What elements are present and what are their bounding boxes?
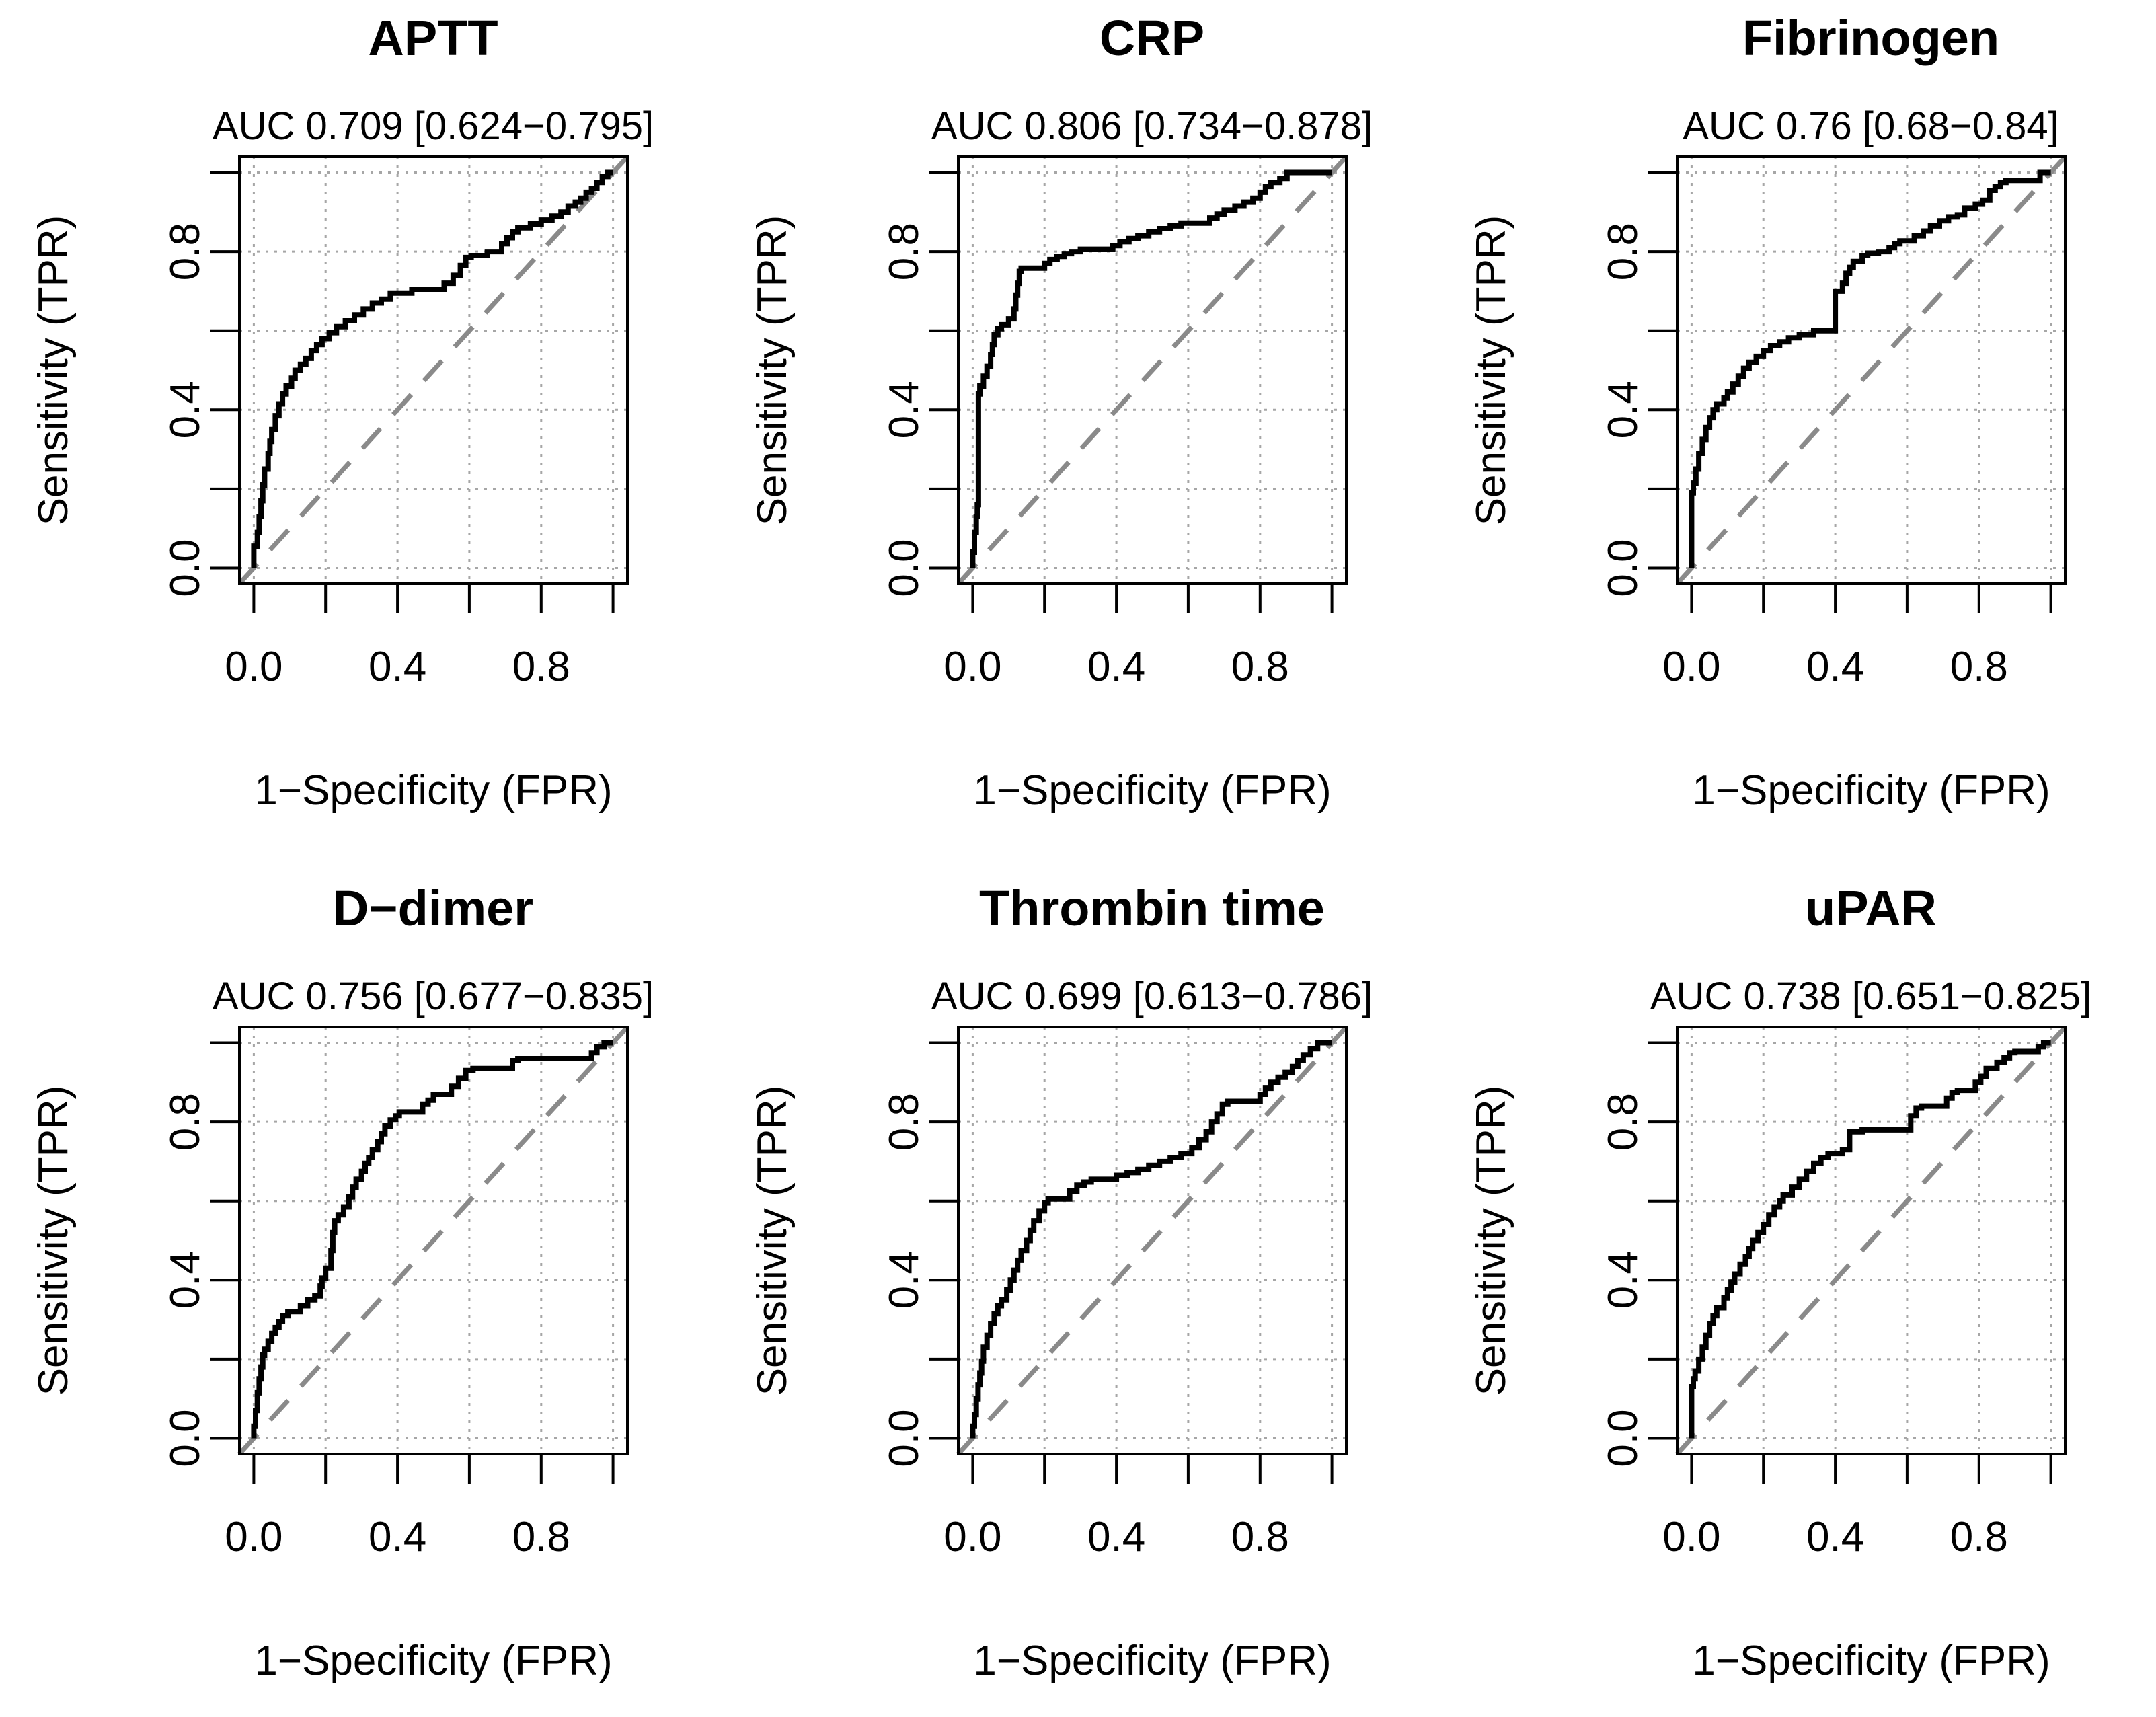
y-tick-label: 0.8: [162, 1093, 208, 1151]
y-axis-label: Sensitivity (TPR): [1468, 1085, 1514, 1396]
y-tick-label: 0.0: [881, 1409, 927, 1467]
roc-panel-crp: 0.0 0.0 0.4 0.4 0.8 0.8 1−Specificity (FPR) Sen…: [719, 0, 1438, 847]
x-axis-label: 1−Specificity (FPR): [254, 1638, 612, 1684]
y-tick-label: 0.8: [1600, 1093, 1646, 1151]
y-tick-label: 0.8: [881, 223, 927, 280]
auc-annotation: AUC 0.76 [0.68−0.84]: [1683, 104, 2059, 148]
panel-title: D−dimer: [332, 880, 534, 936]
x-tick-label: 0.4: [369, 644, 426, 690]
panel-inner: 0.0 0.0 0.4 0.4 0.8 0.8 1−Specificity (FPR) Sen…: [719, 0, 1438, 847]
y-axis-label: Sensitivity (TPR): [30, 1085, 77, 1396]
roc-plot: 0.0 0.0 0.4 0.4 0.8 0.8 1−Specificity (FPR) Sen…: [1468, 155, 2067, 814]
y-axis-label: Sensitivity (TPR): [749, 1085, 796, 1396]
x-axis-label: 1−Specificity (FPR): [1692, 1638, 2050, 1684]
y-tick-label: 0.8: [881, 1093, 927, 1151]
x-tick-label: 0.4: [1087, 1514, 1145, 1560]
panel-title: Fibrinogen: [1742, 10, 2000, 66]
panel-inner: 0.0 0.0 0.4 0.4 0.8 0.8 1−Specificity (FPR) Sen…: [719, 870, 1438, 1717]
y-tick-label: 0.0: [1600, 539, 1646, 597]
roc-panel-thrombin-time: 0.0 0.0 0.4 0.4 0.8 0.8 1−Specificity (FPR) Sen…: [719, 847, 1438, 1693]
plot-box: [238, 155, 629, 585]
x-tick-label: 0.4: [1087, 644, 1145, 690]
x-tick-label: 0.8: [1231, 644, 1289, 690]
roc-curve: [251, 169, 613, 568]
panel-inner: 0.0 0.0 0.4 0.4 0.8 0.8 1−Specificity (FPR) Sen…: [1438, 870, 2156, 1717]
y-tick-label: 0.4: [881, 381, 927, 438]
y-tick-label: 0.0: [162, 1409, 208, 1467]
auc-annotation: AUC 0.709 [0.624−0.795]: [212, 104, 654, 148]
x-axis-label: 1−Specificity (FPR): [1692, 767, 2050, 814]
chance-diagonal-line: [237, 1025, 629, 1456]
panel-inner: 0.0 0.0 0.4 0.4 0.8 0.8 1−Specificity (FPR) Sen…: [0, 0, 719, 847]
roc-curve: [251, 1040, 613, 1439]
y-axis-label: Sensitivity (TPR): [30, 215, 77, 526]
y-tick-label: 0.4: [881, 1251, 927, 1309]
y-tick-label: 0.8: [162, 223, 208, 280]
chance-diagonal-line: [237, 155, 629, 586]
x-axis-label: 1−Specificity (FPR): [973, 1638, 1331, 1684]
chance-diagonal-line: [1675, 155, 2067, 586]
panel-title: APTT: [368, 10, 498, 66]
x-tick-label: 0.4: [1806, 644, 1864, 690]
panel-title: Thrombin time: [979, 880, 1325, 936]
x-tick-label: 0.4: [1806, 1514, 1864, 1560]
roc-plot: 0.0 0.0 0.4 0.4 0.8 0.8 1−Specificity (FPR) Sen…: [749, 1025, 1348, 1684]
chance-diagonal-line: [956, 1025, 1348, 1456]
y-tick-label: 0.0: [162, 539, 208, 597]
plot-box: [238, 1026, 629, 1455]
x-tick-label: 0.0: [225, 644, 282, 690]
y-axis-label: Sensitivity (TPR): [1468, 215, 1514, 526]
roc-curve: [1689, 169, 2051, 568]
x-axis-label: 1−Specificity (FPR): [973, 767, 1331, 814]
y-tick-label: 0.0: [1600, 1409, 1646, 1467]
plot-box: [957, 1026, 1348, 1455]
roc-panel-ddimer: 0.0 0.0 0.4 0.4 0.8 0.8 1−Specificity (FPR) Sen…: [0, 847, 719, 1693]
x-axis-label: 1−Specificity (FPR): [254, 767, 612, 814]
auc-annotation: AUC 0.806 [0.734−0.878]: [931, 104, 1373, 148]
roc-plot: 0.0 0.0 0.4 0.4 0.8 0.8 1−Specificity (FPR) Sen…: [1468, 1025, 2067, 1684]
panel-title: CRP: [1099, 10, 1205, 66]
y-tick-label: 0.4: [1600, 381, 1646, 438]
panel-inner: 0.0 0.0 0.4 0.4 0.8 0.8 1−Specificity (FPR) Sen…: [1438, 0, 2156, 847]
roc-panel-aptt: 0.0 0.0 0.4 0.4 0.8 0.8 1−Specificity (FPR) Sen…: [0, 0, 719, 847]
auc-annotation: AUC 0.738 [0.651−0.825]: [1650, 975, 2092, 1018]
x-tick-label: 0.0: [1662, 1514, 1720, 1560]
roc-panel-upar: 0.0 0.0 0.4 0.4 0.8 0.8 1−Specificity (FPR) Sen…: [1438, 847, 2156, 1693]
chance-diagonal-line: [956, 155, 1348, 586]
roc-panel-fibrinogen: 0.0 0.0 0.4 0.4 0.8 0.8 1−Specificity (FPR) Sen…: [1438, 0, 2156, 847]
auc-annotation: AUC 0.699 [0.613−0.786]: [931, 975, 1373, 1018]
x-tick-label: 0.0: [225, 1514, 282, 1560]
roc-plot: 0.0 0.0 0.4 0.4 0.8 0.8 1−Specificity (FPR) Sen…: [749, 155, 1348, 814]
roc-curve: [970, 1040, 1332, 1439]
y-axis-label: Sensitivity (TPR): [749, 215, 796, 526]
y-tick-label: 0.4: [162, 1251, 208, 1309]
y-tick-label: 0.8: [1600, 223, 1646, 280]
panel-title: uPAR: [1805, 880, 1937, 936]
x-tick-label: 0.8: [1231, 1514, 1289, 1560]
x-tick-label: 0.8: [1950, 1514, 2008, 1560]
y-tick-label: 0.4: [1600, 1251, 1646, 1309]
roc-plot: 0.0 0.0 0.4 0.4 0.8 0.8 1−Specificity (FPR) Sen…: [30, 155, 629, 814]
x-tick-label: 0.0: [1662, 644, 1720, 690]
x-tick-label: 0.0: [944, 1514, 1001, 1560]
y-tick-label: 0.0: [881, 539, 927, 597]
x-tick-label: 0.0: [944, 644, 1001, 690]
roc-curve: [1689, 1040, 2051, 1439]
plot-box: [1676, 155, 2067, 585]
x-tick-label: 0.4: [369, 1514, 426, 1560]
chance-diagonal-line: [1675, 1025, 2067, 1456]
panel-inner: 0.0 0.0 0.4 0.4 0.8 0.8 1−Specificity (FPR) Sen…: [0, 870, 719, 1717]
y-tick-label: 0.4: [162, 381, 208, 438]
roc-plot: 0.0 0.0 0.4 0.4 0.8 0.8 1−Specificity (FPR) Sen…: [30, 1025, 629, 1684]
plot-box: [957, 155, 1348, 585]
x-tick-label: 0.8: [512, 1514, 570, 1560]
x-tick-label: 0.8: [1950, 644, 2008, 690]
roc-curve: [970, 169, 1332, 568]
auc-annotation: AUC 0.756 [0.677−0.835]: [212, 975, 654, 1018]
plot-box: [1676, 1026, 2067, 1455]
x-tick-label: 0.8: [512, 644, 570, 690]
